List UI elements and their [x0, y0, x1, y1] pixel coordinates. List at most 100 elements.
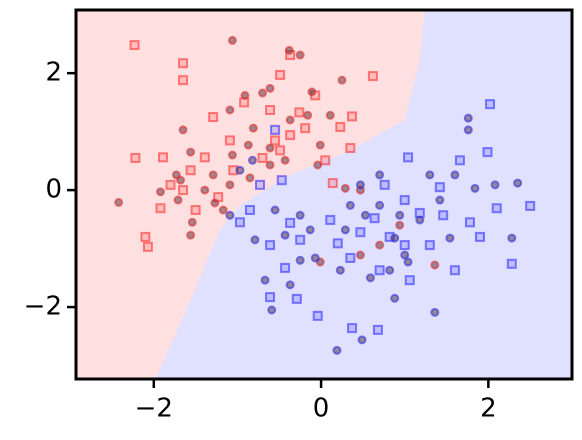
circle-point	[280, 155, 290, 165]
circle-point	[435, 195, 445, 205]
y-tick-label: 2	[45, 58, 62, 88]
square-point	[275, 69, 286, 80]
y-tick-label: 0	[45, 175, 62, 205]
circle-point	[280, 230, 290, 240]
square-point	[482, 147, 493, 158]
circle-point	[210, 198, 220, 208]
circle-point	[186, 147, 196, 157]
y-tick-label: −2	[24, 292, 62, 322]
square-point	[399, 195, 410, 206]
circle-point	[295, 50, 305, 60]
circle-point	[243, 140, 253, 150]
circle-point	[225, 210, 235, 220]
circle-point	[395, 220, 405, 230]
circle-point	[307, 87, 317, 97]
circle-point	[463, 113, 473, 123]
square-point	[190, 204, 201, 215]
circle-point	[247, 155, 257, 165]
square-point	[129, 40, 140, 51]
square-point	[244, 204, 255, 215]
circle-point	[225, 180, 235, 190]
circle-point	[357, 335, 367, 345]
circle-point	[267, 305, 277, 315]
circle-point	[340, 183, 350, 193]
circle-point	[430, 307, 440, 317]
square-point	[434, 182, 445, 193]
square-point	[257, 152, 268, 163]
square-point	[291, 293, 302, 304]
square-point	[325, 214, 336, 225]
square-point	[224, 135, 235, 146]
circle-point	[340, 225, 350, 235]
circle-point	[248, 123, 258, 133]
square-point	[424, 240, 435, 251]
circle-point	[227, 150, 237, 160]
circle-point	[265, 83, 275, 93]
circle-point	[337, 75, 347, 85]
circle-point	[390, 233, 400, 243]
square-point	[270, 124, 281, 135]
square-point	[178, 58, 189, 69]
circle-point	[450, 170, 460, 180]
square-point	[276, 175, 287, 186]
circle-point	[463, 125, 473, 135]
square-point	[165, 179, 176, 190]
square-point	[374, 265, 385, 276]
x-tick-label: −2	[135, 394, 173, 424]
circle-point	[285, 115, 295, 125]
circle-point	[250, 235, 260, 245]
circle-point	[355, 180, 365, 190]
square-point	[403, 152, 414, 163]
square-point	[280, 262, 291, 273]
circle-point	[365, 273, 375, 283]
square-point	[449, 265, 460, 276]
circle-point	[445, 233, 455, 243]
circle-point	[360, 210, 370, 220]
square-point	[285, 130, 296, 141]
square-point	[265, 104, 276, 115]
square-point	[379, 179, 390, 190]
circle-point	[470, 183, 480, 193]
square-point	[485, 99, 496, 110]
square-point	[295, 234, 306, 245]
circle-point	[310, 253, 320, 263]
square-point	[345, 143, 356, 154]
circle-point	[295, 255, 305, 265]
square-point	[525, 200, 536, 211]
circle-point	[295, 210, 305, 220]
circle-point	[403, 257, 413, 267]
circle-point	[218, 205, 228, 215]
circle-point	[355, 250, 365, 260]
square-point	[130, 152, 141, 163]
square-point	[345, 252, 356, 263]
circle-point	[200, 185, 210, 195]
x-tick-label: 0	[313, 394, 330, 424]
square-point	[369, 213, 380, 224]
circle-point	[284, 45, 294, 55]
circle-point	[245, 173, 255, 183]
square-point	[234, 217, 245, 228]
square-point	[312, 310, 323, 321]
square-point	[355, 227, 366, 238]
square-point	[335, 121, 346, 132]
circle-point	[155, 187, 165, 197]
circle-point	[303, 110, 313, 120]
circle-point	[490, 180, 500, 190]
square-point	[404, 275, 415, 286]
circle-point	[375, 170, 385, 180]
square-point	[300, 123, 311, 134]
square-point	[367, 71, 378, 82]
circle-point	[332, 345, 342, 355]
circle-point	[507, 233, 517, 243]
square-point	[265, 292, 276, 303]
square-point	[327, 178, 338, 189]
circle-point	[415, 215, 425, 225]
square-point	[347, 111, 358, 122]
square-point	[265, 240, 276, 251]
square-point	[275, 145, 286, 156]
circle-point	[313, 160, 323, 170]
circle-point	[265, 143, 275, 153]
x-tick-label: 2	[480, 394, 497, 424]
square-point	[506, 258, 517, 269]
circle-point	[186, 230, 196, 240]
